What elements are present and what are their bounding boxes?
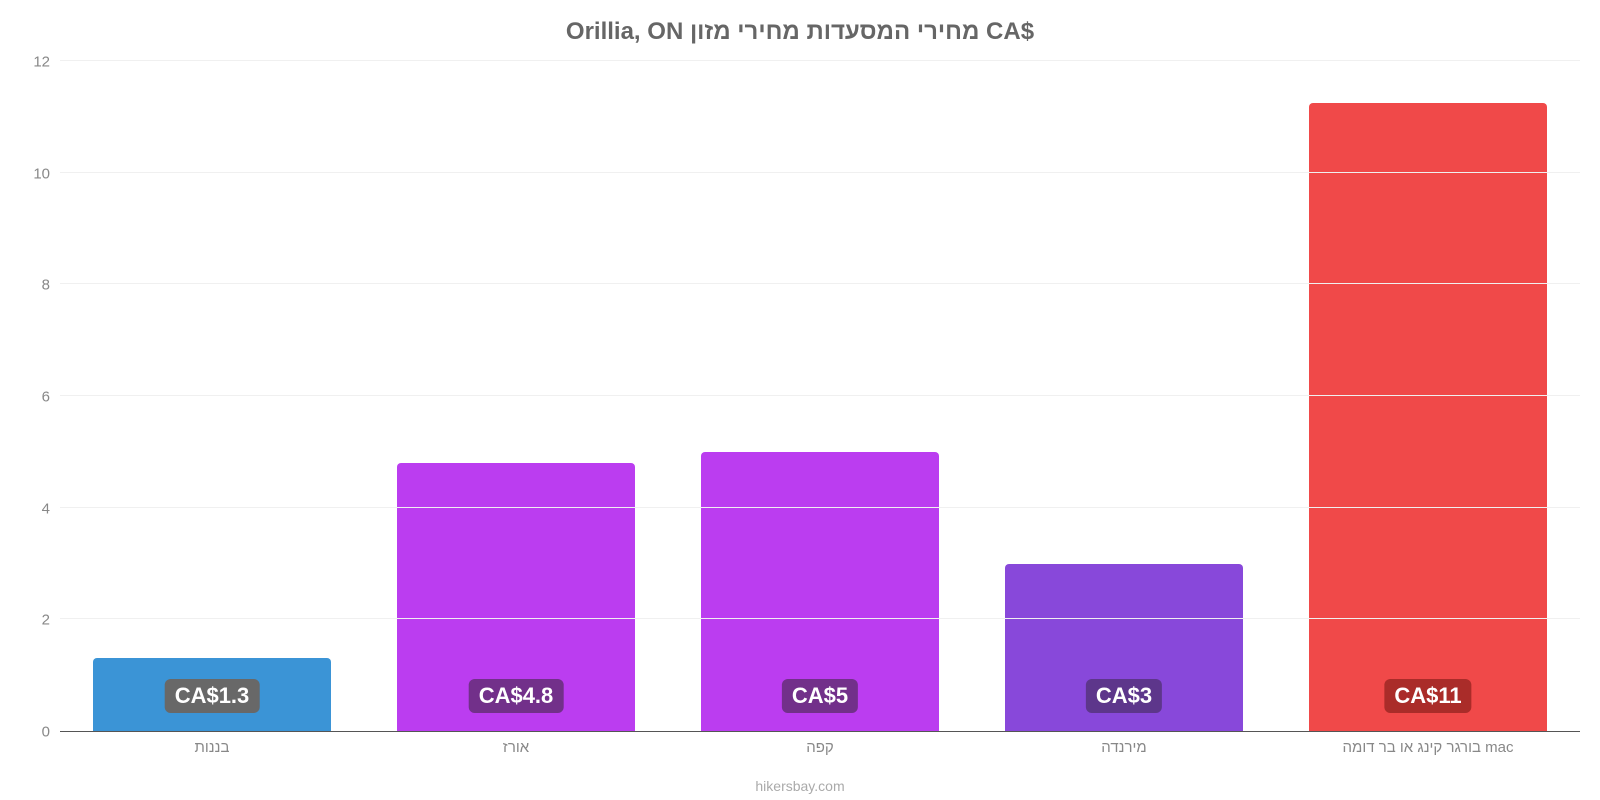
bar-slot: CA$1.3בננות <box>60 62 364 731</box>
bar-category-label: מירנדה <box>1101 739 1146 756</box>
gridline <box>60 618 1580 619</box>
bar: CA$4.8 <box>397 463 634 731</box>
ytick-label: 6 <box>20 389 50 406</box>
bar-slot: CA$5קפה <box>668 62 972 731</box>
ytick-label: 2 <box>20 612 50 629</box>
bar-category-label: בורגר קינג או בר דומה mac <box>1343 739 1514 756</box>
ytick-label: 12 <box>20 54 50 71</box>
gridline <box>60 283 1580 284</box>
bar-value-label: CA$11 <box>1384 679 1471 713</box>
bar-value-label: CA$4.8 <box>469 679 564 713</box>
bar: CA$11 <box>1309 103 1546 731</box>
ytick-label: 8 <box>20 277 50 294</box>
bar-category-label: אורז <box>503 739 529 756</box>
ytick-label: 4 <box>20 500 50 517</box>
bar: CA$3 <box>1005 564 1242 732</box>
price-chart: Orillia, ON מחירי המסעדות מחירי מזון CA$… <box>0 0 1600 800</box>
bars-row: CA$11בורגר קינג או בר דומה macCA$3מירנדה… <box>60 62 1580 731</box>
gridline <box>60 60 1580 61</box>
bar-slot: CA$11בורגר קינג או בר דומה mac <box>1276 62 1580 731</box>
bar-slot: CA$4.8אורז <box>364 62 668 731</box>
ytick-label: 10 <box>20 165 50 182</box>
bar-category-label: בננות <box>195 739 230 756</box>
ytick-label: 0 <box>20 724 50 741</box>
attribution-text: hikersbay.com <box>0 778 1600 794</box>
bar: CA$5 <box>701 452 938 731</box>
chart-title: Orillia, ON מחירי המסעדות מחירי מזון CA$ <box>0 18 1600 46</box>
plot-area: CA$11בורגר קינג או בר דומה macCA$3מירנדה… <box>60 62 1580 732</box>
bar-value-label: CA$5 <box>782 679 858 713</box>
bar-slot: CA$3מירנדה <box>972 62 1276 731</box>
bar-value-label: CA$1.3 <box>165 679 260 713</box>
bar-value-label: CA$3 <box>1086 679 1162 713</box>
gridline <box>60 395 1580 396</box>
bar: CA$1.3 <box>93 658 330 731</box>
bar-category-label: קפה <box>806 739 834 756</box>
gridline <box>60 507 1580 508</box>
gridline <box>60 172 1580 173</box>
